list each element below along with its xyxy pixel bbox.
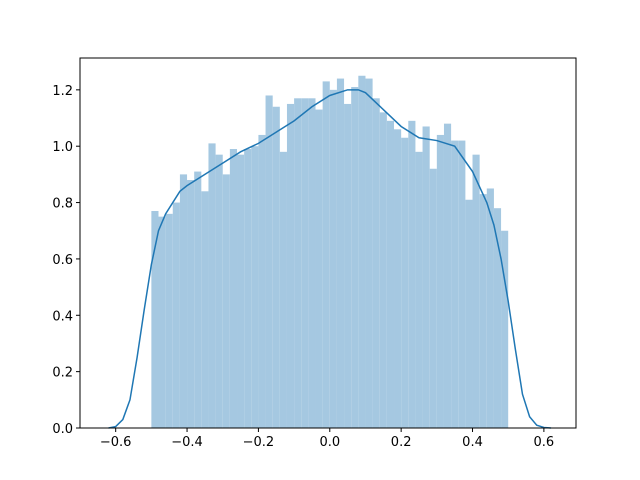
y-tick-label: 0.0 bbox=[52, 422, 73, 437]
bar bbox=[472, 154, 480, 429]
bar bbox=[272, 106, 280, 429]
bar bbox=[308, 98, 316, 428]
y-tick-label: 1.0 bbox=[52, 140, 73, 155]
x-tick-label: 0.4 bbox=[462, 435, 483, 450]
bar bbox=[394, 129, 402, 428]
y-tick-label: 0.4 bbox=[52, 309, 73, 324]
bar bbox=[351, 87, 359, 428]
bar bbox=[422, 126, 430, 428]
y-tick-label: 0.2 bbox=[52, 366, 73, 381]
bar bbox=[451, 140, 459, 428]
bar bbox=[322, 81, 330, 428]
bar bbox=[501, 230, 509, 428]
y-tick-label: 0.8 bbox=[52, 197, 73, 212]
bar bbox=[194, 171, 202, 428]
bar bbox=[265, 95, 273, 428]
bar bbox=[336, 78, 345, 428]
x-tick-label: 0.0 bbox=[319, 435, 340, 450]
bar bbox=[258, 134, 266, 428]
bar bbox=[408, 120, 416, 428]
x-tick-label: 0.2 bbox=[391, 435, 412, 450]
bar bbox=[379, 112, 387, 428]
x-tick-label: −0.6 bbox=[100, 435, 132, 450]
bar bbox=[479, 194, 487, 428]
bar bbox=[365, 78, 373, 428]
bar bbox=[443, 123, 452, 428]
x-tick-label: −0.2 bbox=[243, 435, 275, 450]
bar bbox=[229, 149, 238, 428]
bar bbox=[358, 75, 366, 428]
x-tick-label: 0.6 bbox=[534, 435, 555, 450]
bar bbox=[165, 213, 173, 428]
bar bbox=[151, 211, 159, 428]
bar bbox=[401, 137, 409, 429]
y-tick-label: 1.2 bbox=[52, 84, 73, 99]
x-tick-label: −0.4 bbox=[171, 435, 203, 450]
bar bbox=[222, 174, 230, 428]
bar bbox=[458, 140, 466, 428]
bar bbox=[344, 103, 352, 428]
bar bbox=[429, 168, 437, 428]
bar bbox=[201, 191, 209, 428]
bar bbox=[208, 143, 216, 428]
bar bbox=[286, 103, 295, 428]
bar bbox=[493, 208, 502, 428]
bar bbox=[486, 188, 494, 428]
kde-line bbox=[108, 89, 552, 429]
bar bbox=[329, 89, 337, 428]
bar bbox=[237, 154, 245, 429]
bar bbox=[279, 151, 287, 428]
bar bbox=[386, 120, 395, 428]
bar bbox=[301, 98, 309, 428]
bar bbox=[251, 146, 259, 429]
bar bbox=[187, 180, 195, 428]
bar bbox=[215, 154, 223, 429]
bar bbox=[172, 202, 180, 428]
bar bbox=[465, 199, 473, 428]
bar bbox=[372, 98, 380, 428]
bar bbox=[315, 109, 323, 429]
bar bbox=[179, 174, 188, 428]
bar bbox=[244, 149, 252, 428]
bar bbox=[294, 98, 302, 428]
y-tick-label: 0.6 bbox=[52, 253, 73, 268]
bar bbox=[158, 216, 166, 428]
axes-frame bbox=[79, 57, 577, 429]
bar bbox=[415, 151, 423, 428]
bar bbox=[436, 134, 444, 428]
